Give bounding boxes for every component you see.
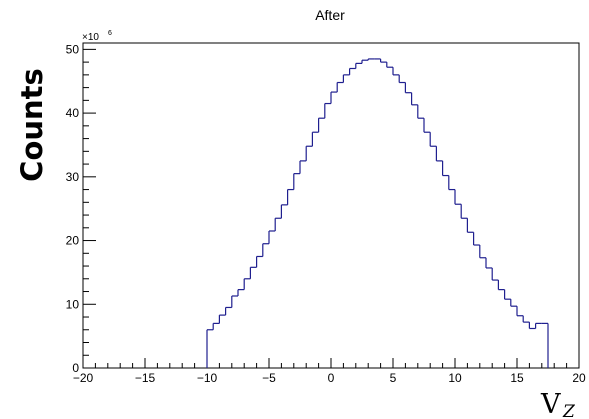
- y-tick-label: 20: [66, 234, 80, 248]
- y-multiplier-exponent: 6: [108, 30, 112, 37]
- y-tick-label: 0: [72, 361, 79, 375]
- x-axis-tick-labels: −20 −15 −10 −5 0 5 10 15 20: [73, 371, 586, 385]
- y-axis-label: Counts: [15, 68, 49, 182]
- x-tick-label: 10: [448, 371, 462, 385]
- x-axis-label-subscript: Z: [562, 402, 576, 419]
- histogram-bins: [206, 58, 549, 368]
- x-axis-ticks: [82, 358, 580, 368]
- x-tick-label: 20: [572, 371, 586, 385]
- x-tick-label: −5: [262, 371, 276, 385]
- x-tick-label: −10: [197, 371, 218, 385]
- y-axis-ticks: [83, 48, 96, 369]
- y-multiplier: ×10 6: [82, 30, 112, 43]
- x-axis-label-main: V: [540, 389, 561, 419]
- y-tick-label: 50: [66, 42, 80, 56]
- x-tick-label: −20: [73, 371, 94, 385]
- y-tick-label: 30: [66, 170, 80, 184]
- x-tick-label: −15: [135, 371, 156, 385]
- x-axis-label: V Z: [540, 389, 576, 419]
- chart-title: After: [315, 7, 345, 23]
- x-tick-label: 0: [328, 371, 335, 385]
- x-tick-label: 15: [510, 371, 524, 385]
- y-tick-label: 10: [66, 297, 80, 311]
- y-tick-label: 40: [66, 106, 80, 120]
- y-axis-tick-labels: 0 10 20 30 40 50: [66, 42, 80, 375]
- y-multiplier-base: ×10: [82, 32, 99, 43]
- x-tick-label: 5: [390, 371, 397, 385]
